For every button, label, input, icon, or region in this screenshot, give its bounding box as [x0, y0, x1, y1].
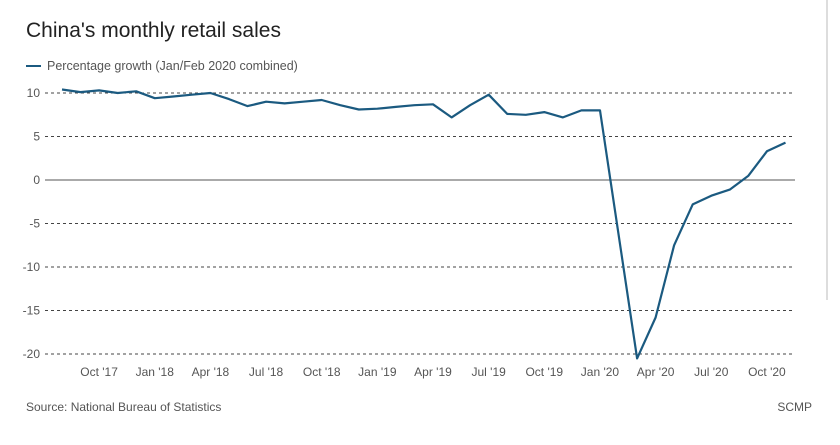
credit: SCMP: [777, 400, 812, 414]
x-tick-label: Oct '19: [525, 365, 563, 379]
x-tick-label: Oct '17: [80, 365, 118, 379]
y-tick-label: -15: [23, 304, 41, 318]
chart-title: China's monthly retail sales: [26, 19, 281, 42]
y-tick-label: 0: [33, 173, 40, 187]
x-tick-label: Apr '20: [637, 365, 675, 379]
y-tick-label: -5: [29, 217, 40, 231]
scrollbar-edge: [826, 0, 828, 300]
x-tick-label: Apr '18: [192, 365, 230, 379]
x-tick-label: Jan '18: [136, 365, 175, 379]
y-tick-label: 5: [33, 130, 40, 144]
legend-swatch: [26, 64, 41, 68]
x-tick-label: Oct '20: [748, 365, 786, 379]
legend-label: Percentage growth (Jan/Feb 2020 combined…: [47, 59, 298, 73]
x-tick-label: Jul '20: [694, 365, 729, 379]
x-tick-label: Jan '19: [358, 365, 397, 379]
x-tick-label: Jan '20: [581, 365, 620, 379]
x-tick-label: Apr '19: [414, 365, 452, 379]
y-tick-label: 10: [27, 86, 41, 100]
x-tick-label: Oct '18: [303, 365, 341, 379]
legend: Percentage growth (Jan/Feb 2020 combined…: [26, 59, 298, 73]
source-note: Source: National Bureau of Statistics: [26, 400, 222, 414]
y-tick-label: -10: [23, 260, 41, 274]
series-line: [61, 88, 786, 360]
y-tick-label: -20: [23, 347, 41, 361]
x-tick-label: Jul '18: [249, 365, 284, 379]
x-tick-label: Jul '19: [471, 365, 506, 379]
